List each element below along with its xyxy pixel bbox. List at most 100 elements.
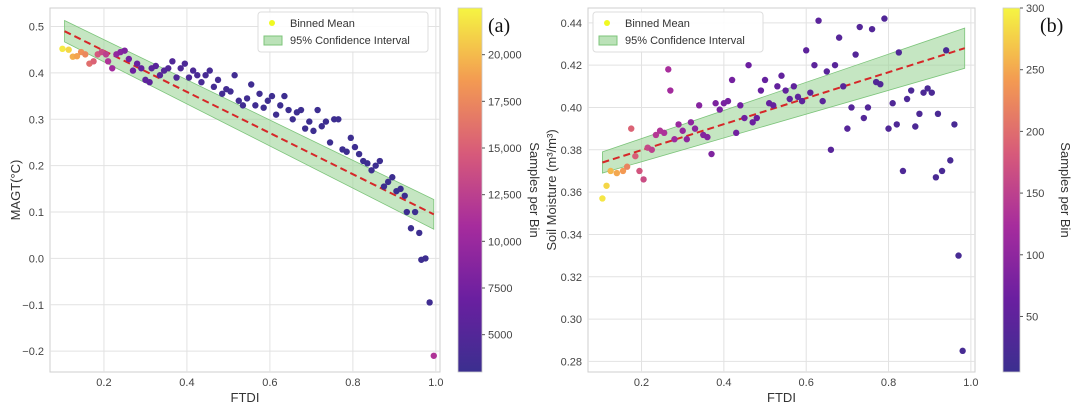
data-point [749,119,756,126]
colorbar-tick-label: 50 [1026,311,1038,323]
colorbar-tick-label: 200 [1026,126,1044,138]
data-point [411,208,419,216]
data-point [951,121,958,128]
data-point [912,123,919,130]
data-point [355,150,363,158]
data-point [343,148,350,155]
x-tick-labels: 0.2 0.4 0.6 0.8 1.0 [96,377,443,389]
data-point [807,89,814,96]
colorbar-tick-label: 100 [1026,250,1044,262]
data-point [840,83,847,90]
x-axis-label: FTDI [231,390,260,405]
legend-box [592,11,764,53]
data-point [426,299,433,306]
confidence-band [602,27,966,174]
data-point [133,60,141,67]
data-point [955,252,962,259]
data-point [243,95,251,102]
data-point [281,92,288,100]
data-point [790,83,798,90]
data-point [660,129,668,137]
data-point [227,88,234,95]
data-point [920,89,927,96]
colorbar-label: Samples per Bin [527,142,542,237]
data-point [903,95,911,103]
colorbar [457,7,483,373]
y-tick-label: 0.0 [29,253,44,265]
data-point [65,46,72,53]
data-point [959,347,966,355]
data-point [640,176,647,183]
x-tick-label: 0.2 [96,377,111,389]
colorbar-tick-label: 7500 [488,283,512,295]
data-point [741,114,748,122]
data-point [310,127,317,135]
data-point [214,76,222,84]
data-point [895,49,903,56]
fit-line [602,47,966,164]
data-point [218,90,226,97]
legend-ci-swatch [598,35,618,46]
data-point [613,169,621,177]
data-point [770,102,777,109]
legend-mean-marker [604,20,610,26]
colorbar-tick-labels: 20,000 17,500 15,000 12,500 10,000 7500 5000 [482,50,522,342]
panel-label: (b) [1040,15,1063,37]
data-point [652,131,660,139]
grid-lines [50,8,440,372]
y-tick-label: 0.5 [29,22,44,34]
panel-b: 0.2 0.4 0.6 0.8 1.0 0.28 0.30 0.32 0.34 0.36 0.38… [544,3,1073,405]
data-point [733,129,740,137]
data-point [881,15,888,22]
x-tick-labels: 0.2 0.4 0.6 0.8 1.0 [634,377,979,389]
data-point [194,72,201,79]
data-point [671,136,678,143]
data-point [326,139,334,146]
legend: Binned Mean 95% Confidence Interval [257,11,429,53]
data-point [422,255,429,262]
legend: Binned Mean 95% Confidence Interval [592,11,764,53]
data-point [852,51,859,58]
data-point [102,51,110,58]
data-point [831,61,839,69]
data-point [384,178,392,186]
y-tick-label: 0.3 [29,114,44,126]
data-point [835,34,843,41]
data-point [934,110,942,118]
colorbar-tick-label: 17,500 [488,96,522,108]
data-points [59,45,437,359]
data-point [372,162,379,169]
data-point [297,106,305,114]
x-tick-label: 0.8 [881,377,896,389]
data-point [632,152,639,160]
data-point [177,65,184,72]
y-axis-label: MAGT(°C) [8,160,23,221]
y-tick-label: 0.32 [561,272,582,284]
data-point [169,58,176,65]
data-point [916,110,923,118]
data-point [603,182,610,189]
data-point [210,83,218,91]
legend-mean-label: Binned Mean [625,18,690,30]
data-point [252,102,259,109]
y-tick-label: 0.44 [561,18,582,30]
data-point [264,97,272,104]
data-point [389,174,396,181]
data-point [301,125,309,132]
data-point [368,167,375,174]
y-tick-label: 0.42 [561,60,582,72]
data-point [121,47,128,54]
data-point [811,61,818,69]
data-point [737,102,744,109]
data-point [173,74,180,81]
data-point [728,76,736,84]
data-point [864,104,872,111]
x-tick-label: 0.2 [634,377,649,389]
data-point [757,87,765,94]
data-point [347,134,354,142]
data-point [407,225,415,232]
colorbar-tick-label: 15,000 [488,143,522,155]
data-point [268,92,276,100]
colorbar-tick-label: 150 [1026,188,1044,200]
